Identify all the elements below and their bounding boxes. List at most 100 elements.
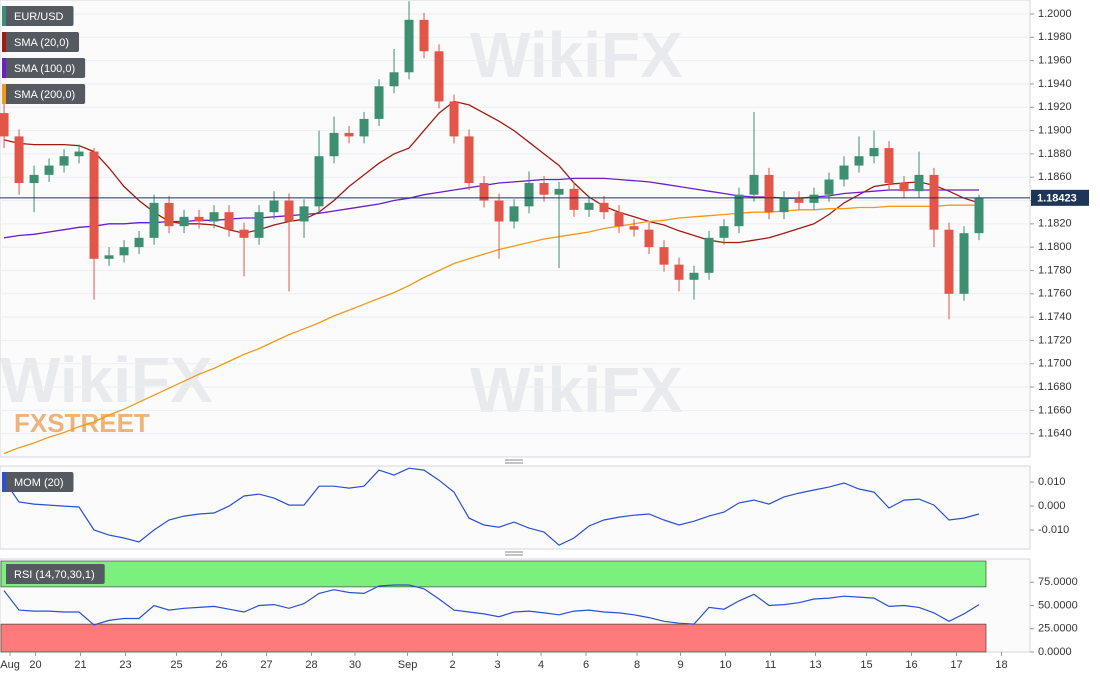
candle-body (44, 165, 54, 175)
last-price-box (1031, 189, 1089, 206)
candle-body (209, 212, 219, 222)
candle-body (284, 200, 294, 222)
legend-item: EUR/USD (2, 6, 74, 26)
x-tick-label: 30 (349, 659, 361, 671)
candle-body (524, 183, 534, 207)
candle-body (89, 151, 99, 259)
candle-body (689, 272, 699, 280)
candle-body (254, 212, 264, 238)
candle-body (869, 148, 879, 157)
legend-item: MOM (20) (2, 472, 74, 492)
candle-body (974, 198, 984, 234)
candle-body (74, 151, 84, 157)
candle-body (359, 118, 369, 137)
x-tick-label: 17 (950, 659, 962, 671)
candle-body (509, 206, 519, 222)
y-tick-label: 1.1800 (1038, 241, 1072, 253)
candle-body (599, 202, 609, 213)
candle-body (374, 86, 384, 119)
candle-body (0, 113, 9, 137)
candle-body (809, 194, 819, 203)
candle-body (389, 72, 399, 87)
y-tick-label: 1.1980 (1038, 31, 1072, 43)
y-tick-label: 1.2000 (1038, 8, 1072, 20)
candle-body (614, 212, 624, 227)
y-tick-label: 1.1820 (1038, 218, 1072, 230)
price-panel (0, 0, 1031, 458)
candle-body (299, 206, 309, 222)
candle-body (764, 174, 774, 213)
y-tick-label: 1.1960 (1038, 55, 1072, 67)
legend-swatch (2, 564, 6, 584)
y-tick-label: 1.1780 (1038, 264, 1072, 276)
legend-box (2, 472, 74, 492)
overbought-zone (0, 560, 987, 588)
legend-swatch (2, 6, 6, 26)
candle-body (434, 51, 444, 102)
candle-body (554, 188, 564, 195)
candle-body (104, 255, 114, 259)
sma-line (3, 204, 979, 455)
candle-body (14, 136, 24, 184)
x-tick-label: 18 (995, 659, 1007, 671)
legend-label: SMA (100,0) (14, 63, 75, 75)
y-tick-label: -0.010 (1038, 524, 1069, 536)
y-tick-label: 1.1940 (1038, 78, 1072, 90)
candle-body (419, 19, 429, 52)
candle-body (779, 198, 789, 213)
watermark: WikiFX (0, 344, 213, 416)
candle-body (794, 198, 804, 203)
candle-body (854, 156, 864, 166)
candle-body (749, 174, 759, 195)
x-tick-label: 27 (260, 659, 272, 671)
y-tick-label: 1.1920 (1038, 101, 1072, 113)
y-tick-label: 1.1740 (1038, 311, 1072, 323)
mom-panel (0, 465, 1031, 550)
legend-item: SMA (20,0) (2, 32, 80, 52)
legend-label: RSI (14,70,30,1) (14, 569, 95, 581)
legend-label: MOM (20) (14, 477, 64, 489)
legend-box (2, 58, 86, 78)
candle-body (224, 212, 234, 230)
x-tick-label: 21 (74, 659, 86, 671)
watermark: WikiFX (470, 19, 683, 91)
x-tick-label: 10 (719, 659, 731, 671)
candle-body (584, 202, 594, 210)
candle-body (674, 264, 684, 280)
legend-item: SMA (200,0) (2, 84, 86, 104)
x-tick-label: Sep (398, 659, 418, 671)
y-tick-label: 1.1720 (1038, 334, 1072, 346)
legend-label: EUR/USD (14, 11, 64, 23)
candle-body (839, 165, 849, 180)
x-tick-label: 9 (677, 659, 683, 671)
y-tick-label: 25.0000 (1038, 623, 1078, 635)
candle-body (929, 174, 939, 230)
legend-box (2, 6, 74, 26)
y-tick-label: 1.1640 (1038, 428, 1072, 440)
oversold-zone (0, 623, 987, 653)
indicator-line (3, 467, 980, 546)
candle-body (194, 216, 204, 222)
legend-item: SMA (100,0) (2, 58, 86, 78)
candle-body (644, 229, 654, 248)
y-tick-label: 1.1700 (1038, 358, 1072, 370)
candle-body (719, 226, 729, 238)
logo: FXSTREET (14, 408, 150, 438)
y-tick-label: 1.1860 (1038, 171, 1072, 183)
candle-body (179, 216, 189, 227)
candle-body (59, 156, 69, 166)
legend-swatch (2, 472, 6, 492)
x-tick-label: 2 (449, 659, 455, 671)
legend-label: SMA (20,0) (14, 37, 69, 49)
candle-body (914, 174, 924, 192)
candle-body (404, 19, 414, 73)
candle-body (119, 247, 129, 256)
x-tick-label: 4 (538, 659, 544, 671)
x-tick-label: 23 (119, 659, 131, 671)
y-tick-label: 1.1900 (1038, 124, 1072, 136)
candle-body (164, 202, 174, 227)
x-tick-label: 11 (765, 659, 776, 671)
legend-box (2, 32, 80, 52)
